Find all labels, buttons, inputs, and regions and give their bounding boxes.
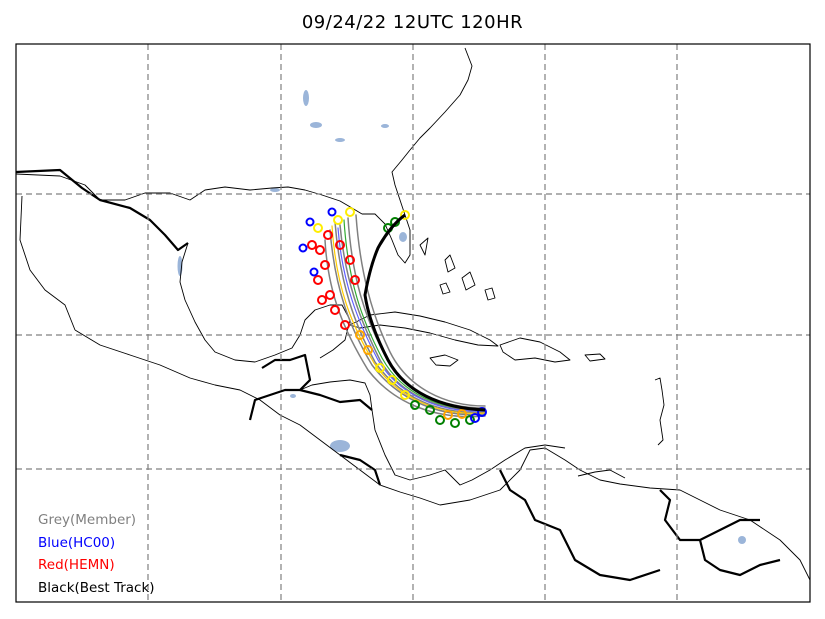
legend-best-track-label: Black(Best Track) xyxy=(38,580,155,596)
map-title: 09/24/22 12UTC 120HR xyxy=(301,12,524,33)
country-borders xyxy=(16,168,781,582)
grid-lines xyxy=(16,44,810,602)
coastlines xyxy=(16,47,810,581)
member-tracks xyxy=(324,214,486,418)
legend-best-track: Black(Best Track) xyxy=(38,580,155,596)
legend-hc00-label: Blue(HC00) xyxy=(38,535,116,551)
legend-member: Grey(Member) xyxy=(38,512,136,528)
map-frame xyxy=(15,43,811,603)
lakes xyxy=(177,90,746,544)
legend-hemn-label: Red(HEMN) xyxy=(38,557,115,573)
best-track-line xyxy=(363,213,486,412)
legend-hemn: Red(HEMN) xyxy=(38,557,115,573)
legend-hc00: Blue(HC00) xyxy=(38,535,115,551)
legend-member-label: Grey(Member) xyxy=(38,512,137,528)
